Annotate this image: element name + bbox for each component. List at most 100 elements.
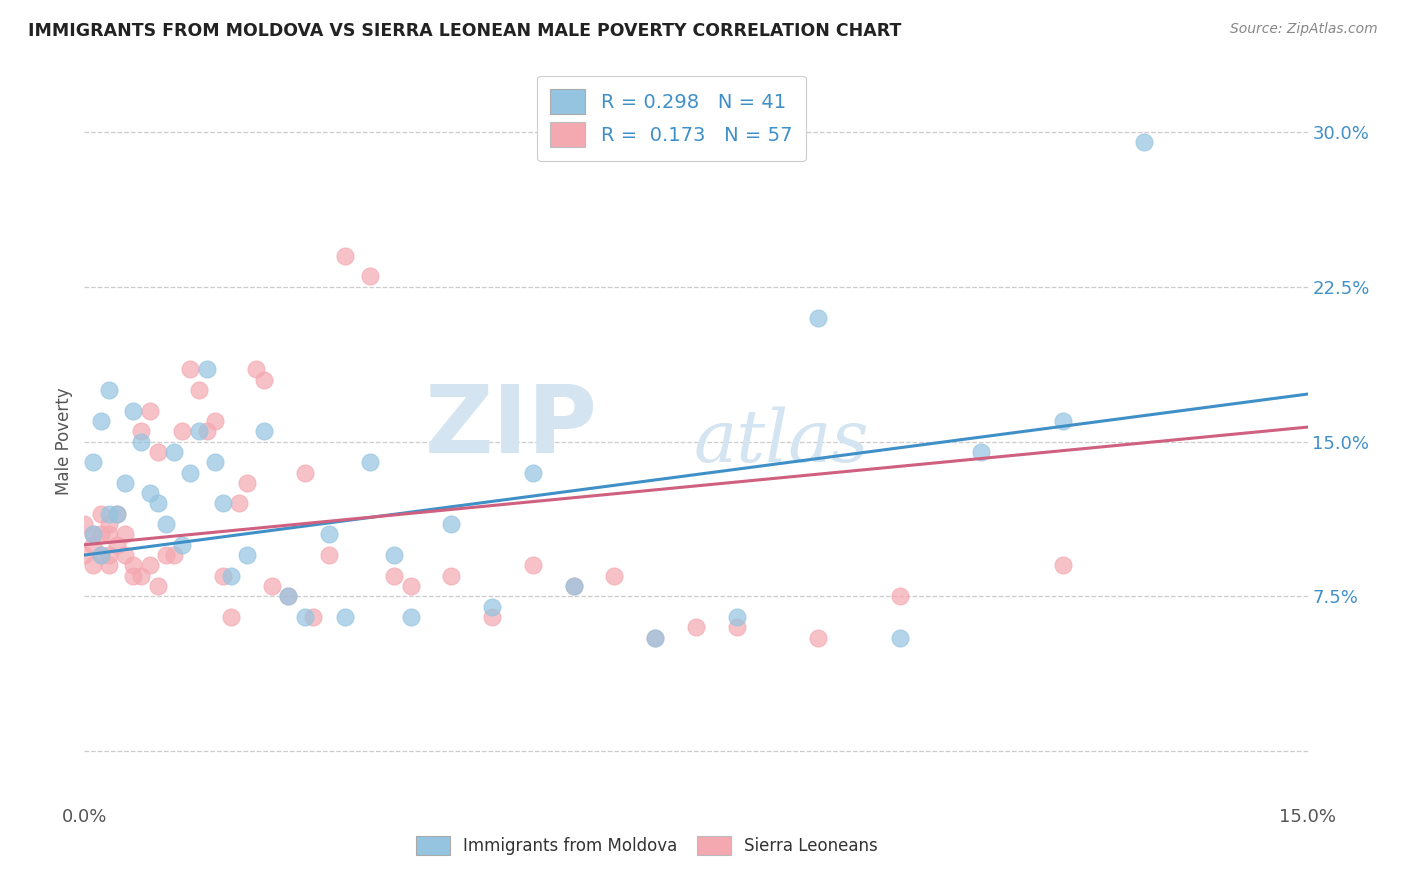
Point — [359, 269, 381, 284]
Legend: Immigrants from Moldova, Sierra Leoneans: Immigrants from Moldova, Sierra Leoneans — [408, 827, 886, 863]
Point — [82, 527, 104, 541]
Point — [294, 610, 316, 624]
Point — [163, 548, 186, 562]
Point — [187, 424, 209, 438]
Point — [179, 362, 201, 376]
Point — [970, 445, 993, 459]
Point — [318, 548, 340, 562]
Point — [73, 517, 96, 532]
Point — [146, 496, 169, 510]
Point — [82, 558, 104, 573]
Point — [155, 517, 177, 532]
Point — [97, 548, 120, 562]
Point — [277, 590, 299, 604]
Point — [114, 527, 136, 541]
Point — [382, 548, 405, 562]
Point — [889, 590, 911, 604]
Point — [603, 568, 626, 582]
Point — [644, 631, 666, 645]
Text: ZIP: ZIP — [425, 381, 598, 473]
Point — [399, 579, 422, 593]
Point — [481, 599, 503, 614]
Point — [90, 414, 112, 428]
Point — [562, 579, 585, 593]
Point — [1052, 414, 1074, 428]
Y-axis label: Male Poverty: Male Poverty — [55, 388, 73, 495]
Point — [131, 568, 153, 582]
Point — [146, 579, 169, 593]
Text: IMMIGRANTS FROM MOLDOVA VS SIERRA LEONEAN MALE POVERTY CORRELATION CHART: IMMIGRANTS FROM MOLDOVA VS SIERRA LEONEA… — [28, 22, 901, 40]
Text: Source: ZipAtlas.com: Source: ZipAtlas.com — [1230, 22, 1378, 37]
Point — [440, 517, 463, 532]
Point — [219, 610, 242, 624]
Point — [138, 558, 160, 573]
Point — [82, 455, 104, 469]
Point — [335, 249, 357, 263]
Point — [294, 466, 316, 480]
Point — [122, 403, 145, 417]
Point — [73, 548, 96, 562]
Point — [807, 631, 830, 645]
Point — [301, 610, 323, 624]
Point — [138, 486, 160, 500]
Point — [97, 507, 120, 521]
Point — [236, 475, 259, 490]
Point — [146, 445, 169, 459]
Point — [131, 434, 153, 449]
Point — [195, 424, 218, 438]
Point — [440, 568, 463, 582]
Text: atlas: atlas — [693, 406, 869, 477]
Point — [90, 548, 112, 562]
Point — [245, 362, 267, 376]
Point — [522, 558, 544, 573]
Point — [187, 383, 209, 397]
Point — [97, 558, 120, 573]
Point — [1052, 558, 1074, 573]
Point — [172, 538, 194, 552]
Point — [90, 527, 112, 541]
Point — [131, 424, 153, 438]
Point — [253, 424, 276, 438]
Point — [195, 362, 218, 376]
Point — [97, 527, 120, 541]
Point — [122, 558, 145, 573]
Point — [260, 579, 283, 593]
Point — [114, 548, 136, 562]
Point — [382, 568, 405, 582]
Point — [318, 527, 340, 541]
Point — [90, 548, 112, 562]
Point — [807, 310, 830, 325]
Point — [522, 466, 544, 480]
Point — [97, 383, 120, 397]
Point — [204, 455, 226, 469]
Point — [212, 496, 235, 510]
Point — [644, 631, 666, 645]
Point — [172, 424, 194, 438]
Point — [399, 610, 422, 624]
Point — [685, 620, 707, 634]
Point — [228, 496, 250, 510]
Point — [105, 507, 128, 521]
Point — [889, 631, 911, 645]
Point — [97, 517, 120, 532]
Point — [82, 538, 104, 552]
Point — [179, 466, 201, 480]
Point — [163, 445, 186, 459]
Point — [481, 610, 503, 624]
Point — [122, 568, 145, 582]
Point — [105, 507, 128, 521]
Point — [277, 590, 299, 604]
Point — [204, 414, 226, 428]
Point — [138, 403, 160, 417]
Point — [219, 568, 242, 582]
Point — [359, 455, 381, 469]
Point — [114, 475, 136, 490]
Point — [1133, 135, 1156, 149]
Point — [236, 548, 259, 562]
Point — [335, 610, 357, 624]
Point — [90, 507, 112, 521]
Point — [253, 373, 276, 387]
Point — [725, 620, 748, 634]
Point — [725, 610, 748, 624]
Point — [105, 538, 128, 552]
